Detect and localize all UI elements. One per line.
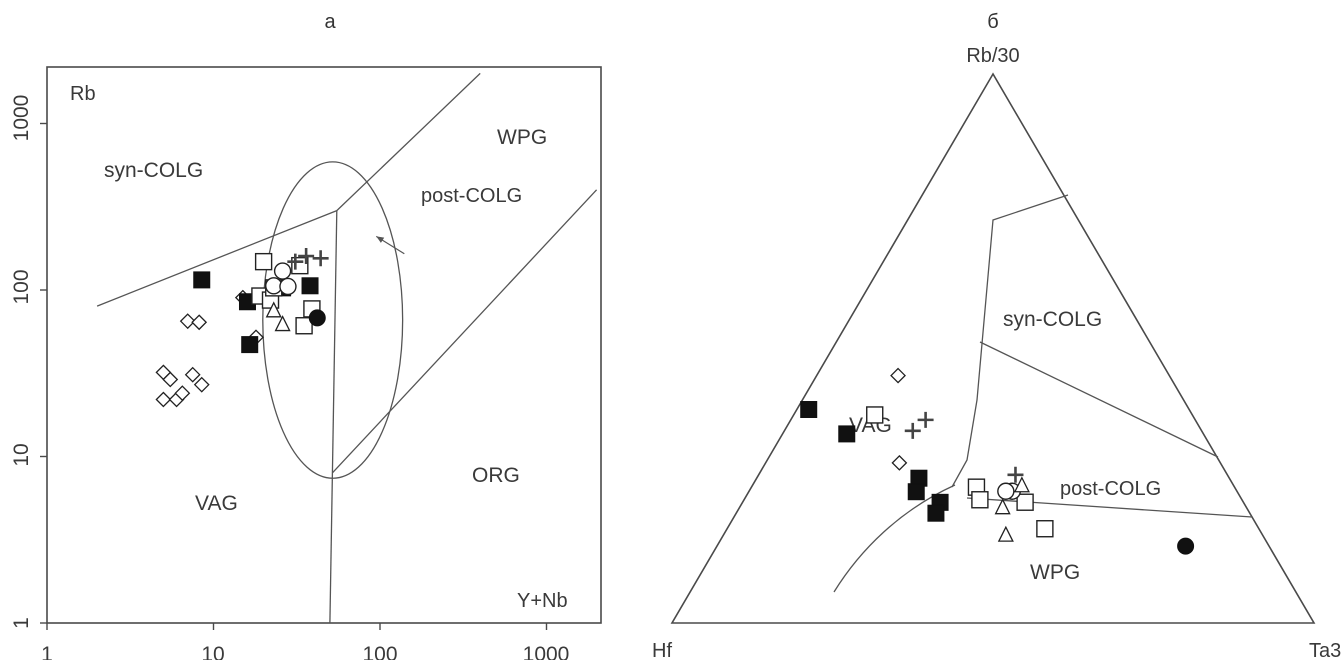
data-point-triangle (994, 498, 1011, 515)
data-point-filled-square (193, 271, 211, 289)
data-point-triangle (1013, 476, 1030, 493)
x-tick-label-1: 1 (41, 643, 53, 660)
data-point-diamond (155, 391, 172, 408)
data-point-open-square (1036, 520, 1054, 538)
data-point-filled-square (907, 483, 925, 501)
panel-a-frame (46, 66, 602, 624)
data-point-diamond (179, 313, 196, 330)
data-point-filled-square (241, 336, 259, 354)
ternary-field-labels: syn-COLG VAG post-COLG WPG (849, 308, 1161, 584)
field-label-wpg: WPG (497, 126, 547, 149)
field-label-org: ORG (472, 464, 520, 487)
data-point-open-square (866, 406, 884, 424)
panel-b-ternary: б Rb/30 Hf Ta3 syn-COLG VAG post-COLG WP… (652, 11, 1341, 660)
boundary-wpg-org (332, 189, 598, 474)
panel-b-data-points (800, 367, 1195, 555)
data-point-triangle (997, 525, 1014, 542)
axis-label-ynb: Y+Nb (517, 590, 568, 612)
x-tick-label-1000: 1000 (523, 643, 570, 660)
data-point-plus (904, 422, 921, 439)
data-point-plus (287, 253, 304, 270)
data-point-open-circle (273, 262, 292, 280)
panel-a-rb-vs-ynb: а 1 10 100 1000 1 10 100 1000 Rb Y+Nb sy… (10, 11, 602, 660)
boundary-vag-wpg (329, 210, 338, 624)
y-tick-label-100: 100 (10, 269, 33, 304)
data-point-open-square (1016, 493, 1034, 511)
data-point-diamond (184, 366, 201, 383)
panel-a-tick-labels: 1 10 100 1000 1 10 100 1000 (10, 95, 569, 660)
y-tick-label-10: 10 (10, 443, 33, 466)
data-point-triangle (265, 301, 282, 318)
data-point-filled-circle (308, 309, 326, 327)
data-point-plus (917, 411, 934, 428)
vertex-label-rb30: Rb/30 (966, 45, 1019, 67)
data-point-diamond (191, 314, 208, 331)
data-point-filled-square (838, 425, 856, 443)
panel-a-field-labels: Rb Y+Nb syn-COLG WPG post-COLG VAG ORG (70, 83, 568, 612)
data-point-open-square (295, 317, 313, 335)
data-point-triangle (274, 315, 291, 332)
ternary-triangle (670, 72, 1316, 624)
axis-label-rb: Rb (70, 83, 96, 105)
data-point-plus (312, 250, 329, 267)
boundary-syncolg-postcolg (979, 341, 1219, 458)
vertex-label-hf: Hf (652, 640, 672, 660)
data-point-filled-square (927, 504, 945, 522)
y-tick-label-1000: 1000 (10, 95, 33, 142)
boundary-post-colg-ellipse (262, 161, 404, 479)
data-point-diamond (890, 367, 906, 384)
data-point-open-circle (279, 277, 297, 296)
data-point-diamond (193, 376, 210, 393)
boundary-syn-vag (951, 194, 1069, 488)
data-point-open-square (254, 252, 273, 271)
x-tick-label-100: 100 (362, 643, 397, 660)
panel-a-field-boundaries (96, 72, 598, 624)
field-label-post-colg-b: post-COLG (1060, 478, 1161, 500)
data-point-filled-circle (1177, 537, 1195, 555)
field-label-syn-colg: syn-COLG (104, 159, 203, 182)
post-colg-arrow-head (376, 236, 385, 243)
y-tick-label-1: 1 (10, 617, 33, 629)
field-label-post-colg: post-COLG (421, 185, 522, 207)
boundary-syn-vag (96, 209, 338, 307)
data-point-diamond (162, 371, 179, 388)
field-label-vag: VAG (195, 492, 238, 515)
field-label-wpg-b: WPG (1030, 561, 1080, 584)
field-label-syn-colg-b: syn-COLG (1003, 308, 1102, 331)
data-point-filled-square (800, 401, 818, 418)
boundary-syn-wpg (336, 72, 481, 212)
data-point-filled-square (301, 277, 319, 295)
panel-a-letter: а (324, 11, 336, 33)
data-point-plus (298, 248, 315, 265)
panel-b-letter: б (987, 11, 998, 33)
data-point-open-square (971, 491, 989, 509)
data-point-open-circle (997, 482, 1015, 500)
data-point-plus (1007, 466, 1024, 483)
boundary-postcolg-wpg (966, 497, 1253, 518)
data-point-diamond (891, 454, 908, 471)
panel-a-data-points (155, 248, 329, 408)
x-tick-label-10: 10 (201, 643, 224, 660)
vertex-label-ta3: Ta3 (1309, 640, 1341, 660)
panel-a-ticks (40, 122, 548, 630)
data-point-diamond (174, 385, 191, 402)
